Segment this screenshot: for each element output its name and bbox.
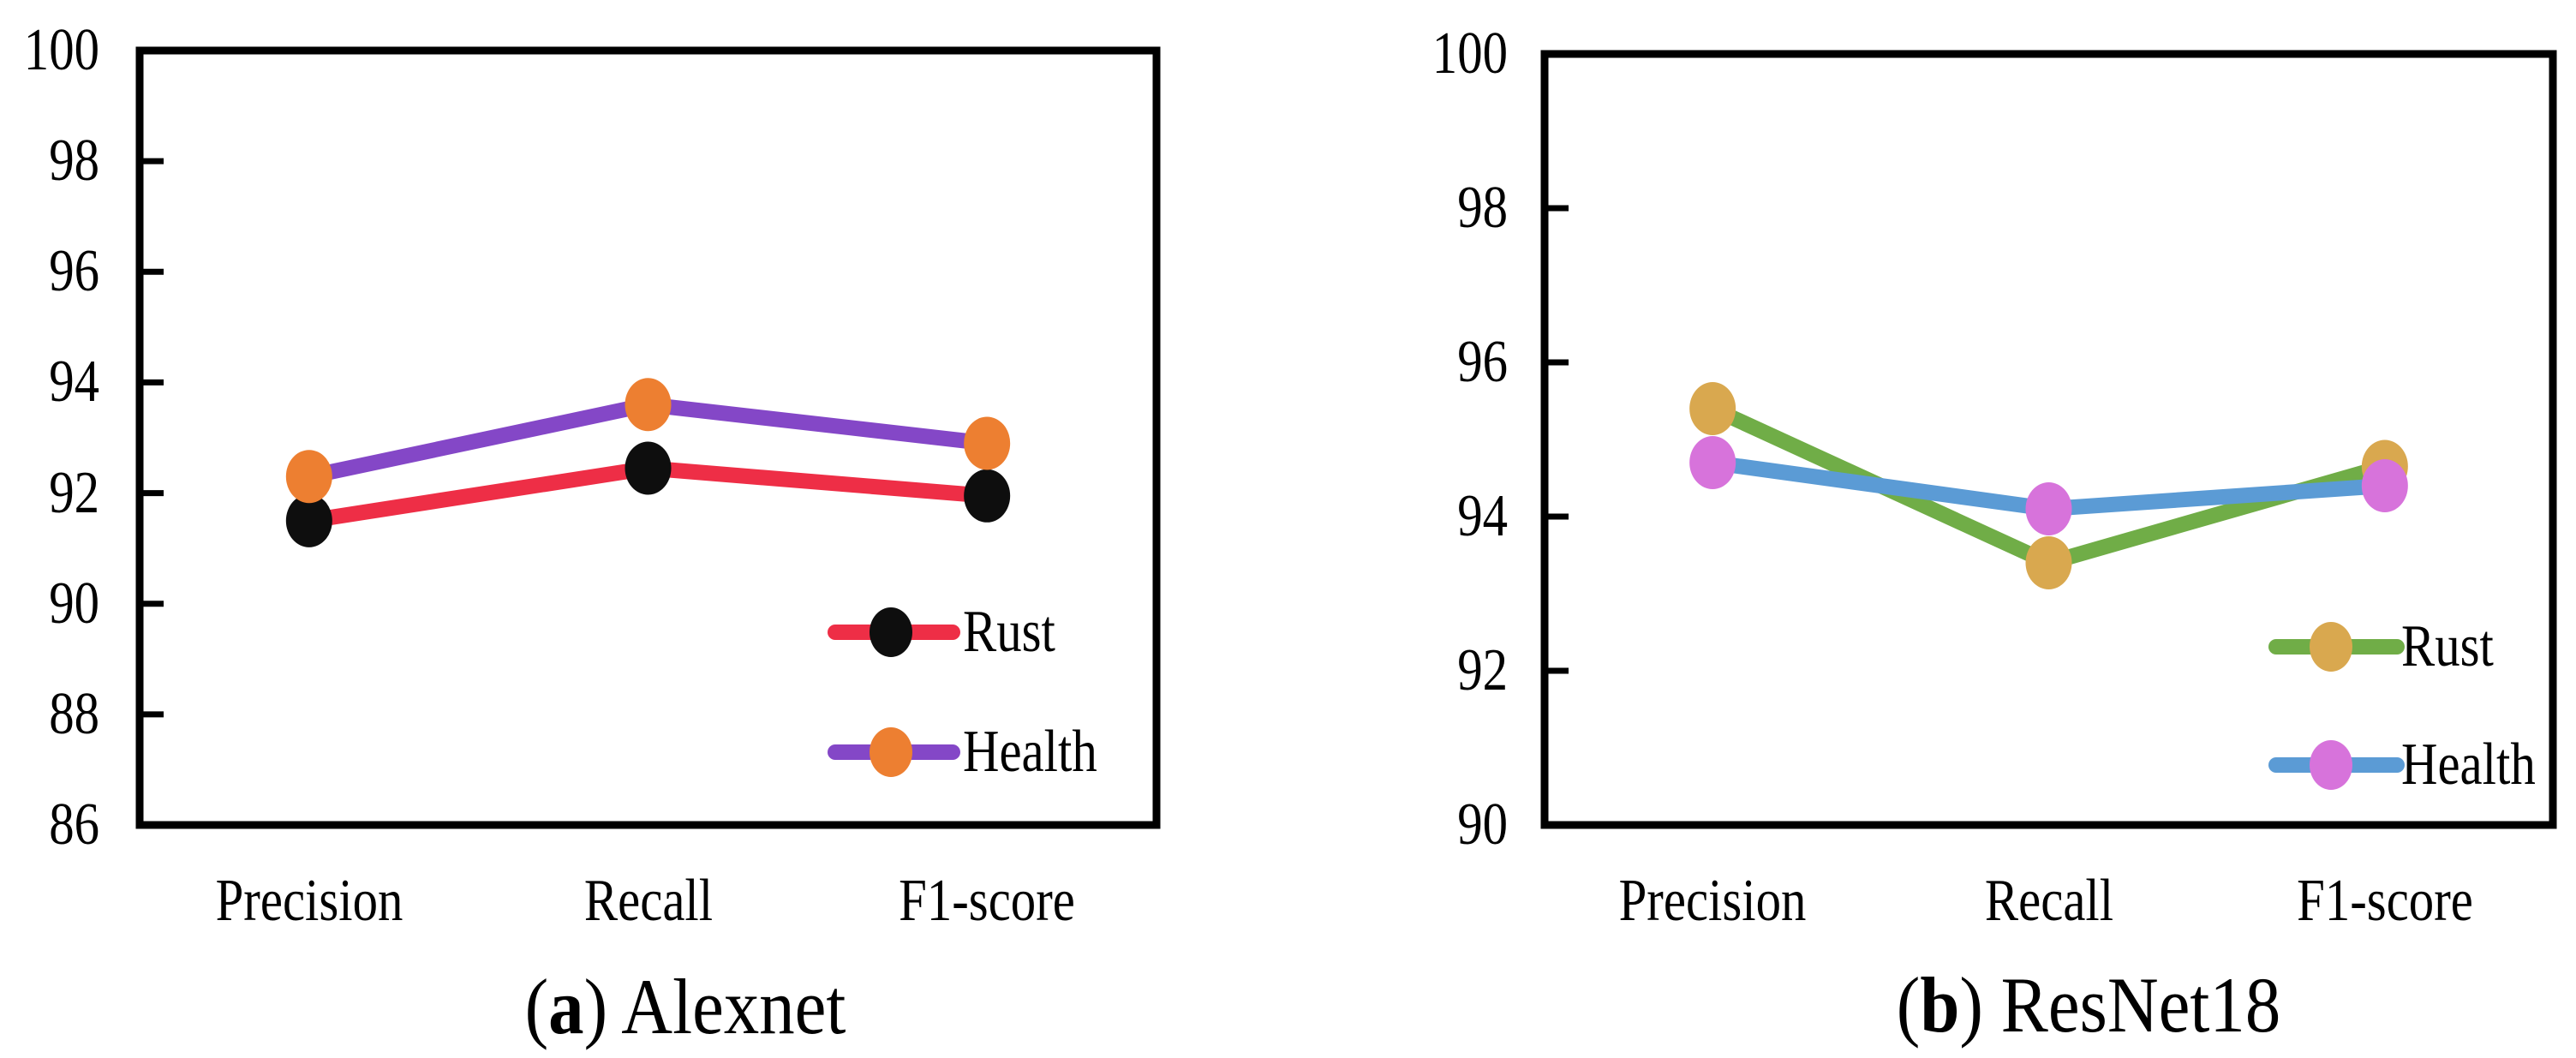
caption-letter: b bbox=[1920, 961, 1960, 1049]
y-tick-label: 90 bbox=[49, 570, 99, 637]
y-tick-label: 96 bbox=[49, 238, 99, 305]
data-marker-health bbox=[625, 378, 672, 432]
legend-label-rust-resnet18: Rust bbox=[2401, 613, 2494, 679]
data-marker-health bbox=[1689, 436, 1736, 489]
caption-resnet18: (b) ResNet18 bbox=[1897, 965, 2280, 1044]
plot-frame bbox=[135, 46, 1161, 829]
data-marker-rust bbox=[2025, 536, 2072, 589]
x-category-label: Recall bbox=[1984, 868, 2113, 934]
data-marker-health bbox=[2025, 482, 2072, 535]
x-category-label: Recall bbox=[583, 868, 713, 934]
plot-frame bbox=[1540, 50, 2557, 829]
data-marker-rust bbox=[625, 441, 672, 495]
data-marker-health bbox=[2361, 459, 2408, 512]
y-tick-label: 100 bbox=[23, 17, 99, 83]
legend-swatch-dot-rust bbox=[2310, 622, 2352, 672]
y-tick-label: 92 bbox=[49, 459, 99, 526]
y-tick-label: 92 bbox=[1457, 637, 1508, 703]
y-tick-label: 94 bbox=[49, 349, 99, 415]
legend-swatch-dot-health bbox=[870, 727, 912, 777]
y-tick-label: 90 bbox=[1457, 792, 1508, 858]
data-marker-rust bbox=[285, 493, 332, 547]
x-category-label: Precision bbox=[215, 868, 403, 934]
data-marker-health bbox=[964, 416, 1011, 470]
y-tick-label: 88 bbox=[49, 680, 99, 747]
y-tick-label: 86 bbox=[49, 792, 99, 858]
y-tick-label: 96 bbox=[1457, 329, 1508, 395]
y-tick-label: 98 bbox=[49, 128, 99, 194]
x-category-label: F1-score bbox=[2296, 868, 2473, 934]
data-marker-rust bbox=[964, 469, 1011, 523]
legend-swatch-dot-health bbox=[2310, 740, 2352, 790]
caption-paren-open: ( bbox=[1896, 961, 1921, 1049]
y-tick-label: 94 bbox=[1457, 483, 1508, 549]
x-category-label: Precision bbox=[1618, 868, 1807, 934]
caption-letter: a bbox=[548, 963, 584, 1050]
legend-label-health-resnet18: Health bbox=[2401, 732, 2536, 798]
data-marker-health bbox=[285, 450, 332, 504]
caption-rest: ) ResNet18 bbox=[1959, 961, 2281, 1049]
legend-label-health-alexnet: Health bbox=[963, 719, 1097, 785]
y-tick-label: 98 bbox=[1457, 175, 1508, 241]
y-tick-label: 100 bbox=[1431, 21, 1508, 87]
data-marker-rust bbox=[1689, 382, 1736, 435]
legend-label-rust-alexnet: Rust bbox=[963, 599, 1055, 665]
legend-swatch-dot-rust bbox=[870, 607, 912, 657]
caption-paren-open: ( bbox=[524, 963, 549, 1050]
caption-rest: ) Alexnet bbox=[583, 963, 846, 1050]
x-category-label: F1-score bbox=[899, 868, 1076, 934]
caption-alexnet: (a) Alexnet bbox=[525, 967, 846, 1046]
